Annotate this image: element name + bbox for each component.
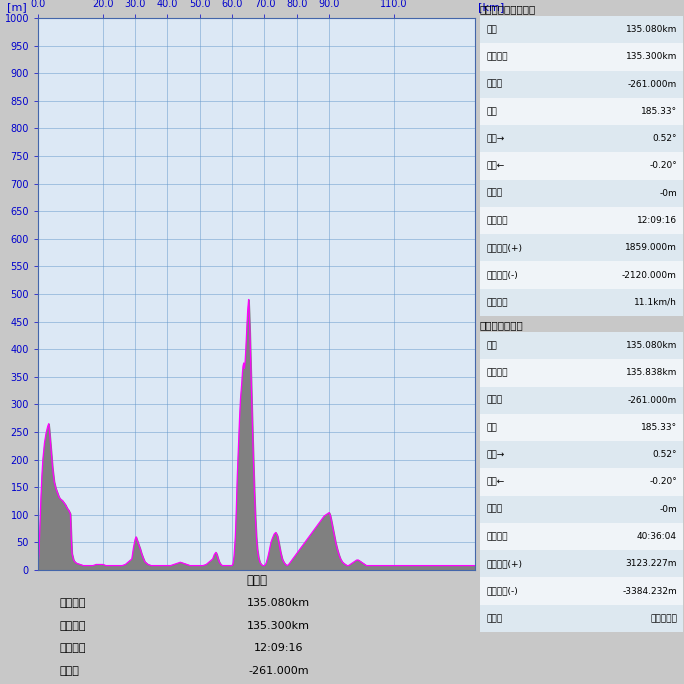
- Text: 推定時間: 推定時間: [486, 532, 508, 541]
- Text: 直線距離: 直線距離: [60, 598, 86, 608]
- Text: -261.000m: -261.000m: [248, 666, 308, 676]
- Text: 方位: 方位: [486, 107, 497, 116]
- Text: -261.000m: -261.000m: [628, 79, 677, 89]
- Bar: [480, 359, 683, 386]
- Text: 平均速度: 平均速度: [486, 298, 508, 307]
- Text: -3384.232m: -3384.232m: [622, 587, 677, 596]
- Text: 距離: 距離: [486, 341, 497, 350]
- Text: 所要時間: 所要時間: [486, 216, 508, 225]
- Text: 累積標高(-): 累積標高(-): [486, 587, 518, 596]
- Text: 所要時間: 所要時間: [60, 643, 86, 653]
- Bar: [480, 207, 683, 234]
- Text: 方位: 方位: [486, 423, 497, 432]
- Text: 12:09:16: 12:09:16: [254, 643, 303, 653]
- Bar: [480, 441, 683, 469]
- Text: 俯角←: 俯角←: [486, 477, 504, 486]
- Text: -2120.000m: -2120.000m: [622, 271, 677, 280]
- Bar: [480, 98, 683, 125]
- Text: 沈み量: 沈み量: [486, 189, 502, 198]
- Bar: [480, 523, 683, 550]
- Bar: [480, 234, 683, 261]
- Text: 135.080km: 135.080km: [626, 341, 677, 350]
- Text: 185.33°: 185.33°: [641, 423, 677, 432]
- Text: 見通し: 見通し: [486, 614, 502, 623]
- Text: 135.838km: 135.838km: [626, 369, 677, 378]
- Bar: [480, 289, 683, 316]
- Text: 沿面距離: 沿面距離: [486, 369, 508, 378]
- Bar: [480, 180, 683, 207]
- Text: 標高差: 標高差: [60, 666, 80, 676]
- Text: 俯角→: 俯角→: [486, 450, 504, 459]
- Text: 俯角→: 俯角→: [486, 134, 504, 143]
- Text: 累積標高(+): 累積標高(+): [486, 244, 522, 252]
- Bar: [480, 43, 683, 70]
- Text: 135.300km: 135.300km: [626, 53, 677, 62]
- Bar: [480, 550, 683, 577]
- Bar: [480, 496, 683, 523]
- Text: 0.52°: 0.52°: [653, 134, 677, 143]
- Text: -0m: -0m: [659, 505, 677, 514]
- Bar: [480, 332, 683, 359]
- Text: 区間１: 区間１: [246, 575, 267, 588]
- Text: 135.080km: 135.080km: [247, 598, 310, 608]
- Bar: [480, 70, 683, 98]
- Text: -261.000m: -261.000m: [628, 395, 677, 405]
- Text: 累積標高(+): 累積標高(+): [486, 560, 522, 568]
- Text: 沿面距離: 沿面距離: [486, 53, 508, 62]
- Bar: [480, 577, 683, 605]
- Text: 135.080km: 135.080km: [626, 25, 677, 34]
- Bar: [480, 153, 683, 180]
- Bar: [480, 16, 683, 43]
- Text: [km]: [km]: [478, 3, 505, 12]
- Text: 全区間（トラック）: 全区間（トラック）: [480, 4, 536, 14]
- Text: 1859.000m: 1859.000m: [625, 244, 677, 252]
- Text: 11.1km/h: 11.1km/h: [634, 298, 677, 307]
- Text: [m]: [m]: [8, 3, 27, 12]
- Text: 40:36:04: 40:36:04: [637, 532, 677, 541]
- Bar: [480, 261, 683, 289]
- Text: -0.20°: -0.20°: [649, 477, 677, 486]
- Text: 沿面距離: 沿面距離: [60, 621, 86, 631]
- Bar: [480, 469, 683, 496]
- Bar: [480, 125, 683, 153]
- Text: 標高差: 標高差: [486, 395, 502, 405]
- Text: 見えません: 見えません: [650, 614, 677, 623]
- Text: 135.300km: 135.300km: [247, 621, 310, 631]
- Text: 距離: 距離: [486, 25, 497, 34]
- Text: 3123.227m: 3123.227m: [625, 560, 677, 568]
- Text: 0.52°: 0.52°: [653, 450, 677, 459]
- Text: 185.33°: 185.33°: [641, 107, 677, 116]
- Bar: [480, 414, 683, 441]
- Text: 累積標高(-): 累積標高(-): [486, 271, 518, 280]
- Bar: [480, 605, 683, 632]
- Text: 標高差: 標高差: [486, 79, 502, 89]
- Text: 俯角←: 俯角←: [486, 161, 504, 170]
- Text: -0.20°: -0.20°: [649, 161, 677, 170]
- Bar: [480, 386, 683, 414]
- Text: 12:09:16: 12:09:16: [637, 216, 677, 225]
- Text: -0m: -0m: [659, 189, 677, 198]
- Text: 全区間（地形）: 全区間（地形）: [480, 320, 524, 330]
- Text: 沈み量: 沈み量: [486, 505, 502, 514]
